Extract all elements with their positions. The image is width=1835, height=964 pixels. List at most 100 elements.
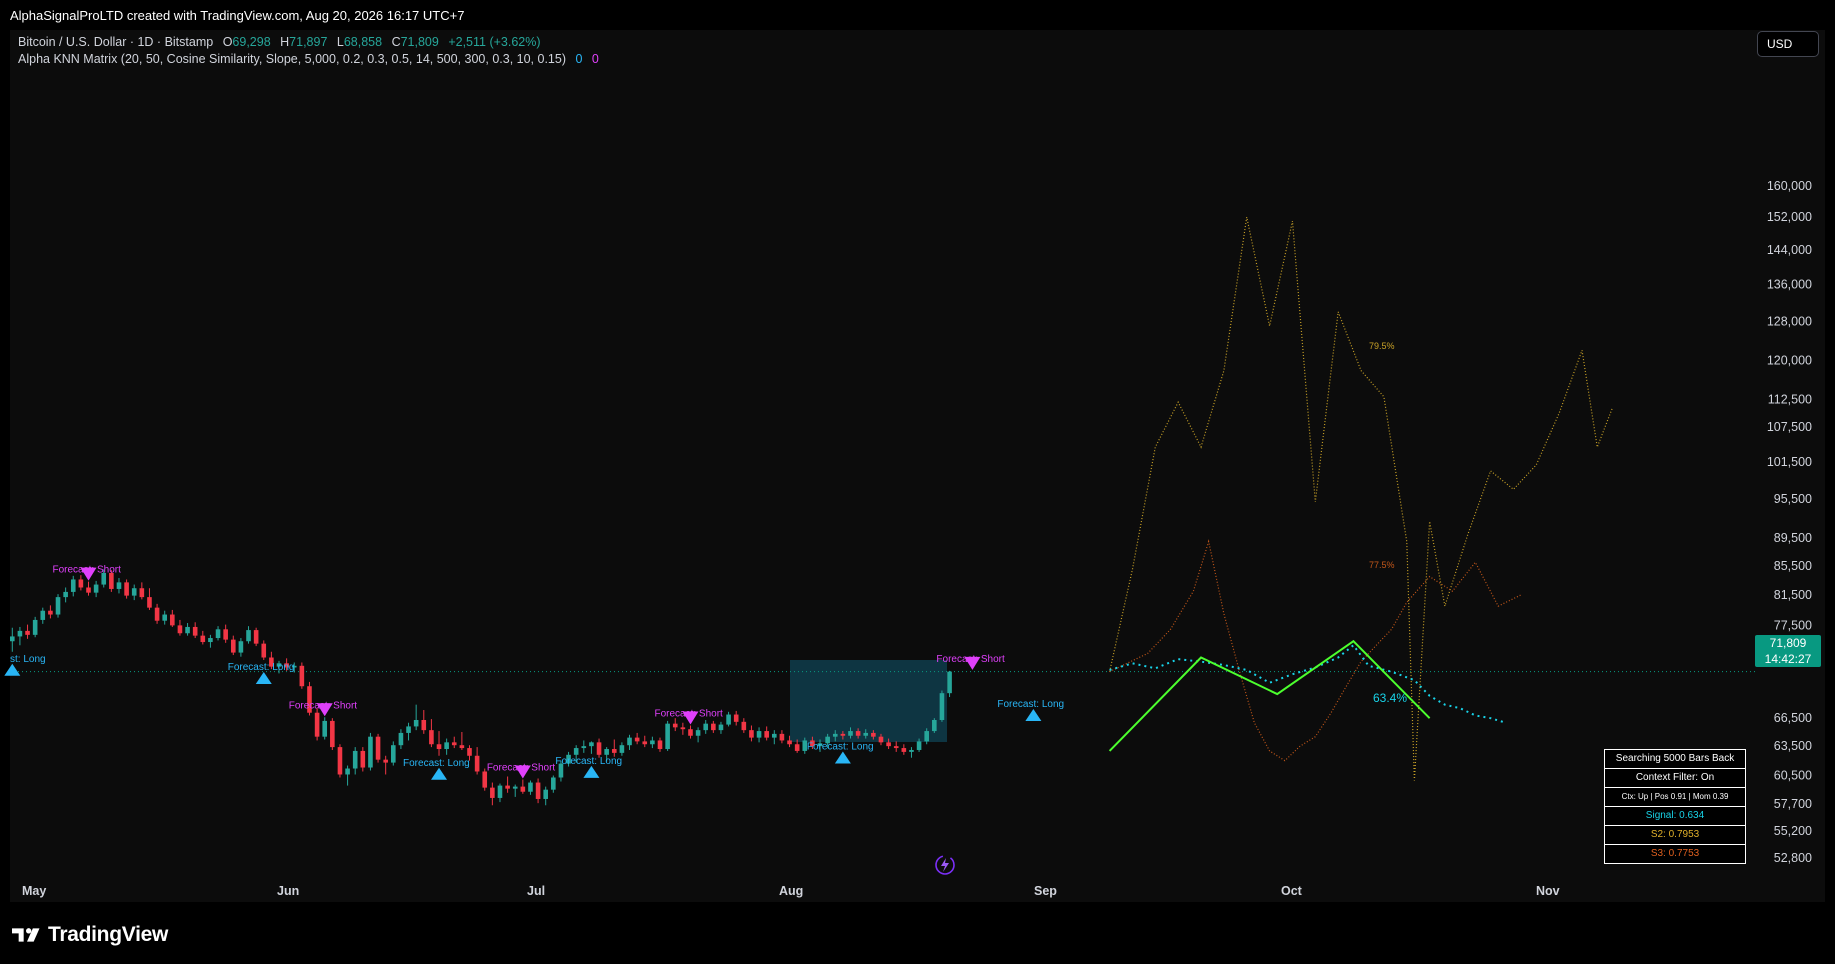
candle-body — [566, 754, 571, 764]
candle-body — [680, 727, 686, 730]
candle-body — [711, 723, 716, 731]
info-signal: Signal: 0.634 — [1605, 807, 1745, 826]
price-axis-tick: 101,500 — [1767, 455, 1812, 469]
candle-body — [512, 786, 518, 789]
info-search-depth: Searching 5000 Bars Back — [1605, 750, 1745, 769]
candle-body — [939, 693, 945, 720]
forecast-short-label: Forecast: Short — [289, 700, 358, 711]
price-axis-tick: 152,000 — [1767, 210, 1812, 224]
forecast-long-marker — [583, 765, 600, 778]
candle-body — [17, 630, 23, 637]
forecast-long-label: st: Long — [10, 654, 46, 665]
forecast-long-label: Forecast: Long — [403, 758, 470, 769]
candle-body — [215, 629, 221, 639]
price-axis-tick: 55,200 — [1774, 824, 1812, 838]
low-value: 68,858 — [343, 35, 383, 49]
info-s2: S2: 0.7953 — [1605, 826, 1745, 845]
forecast-long-label: Forecast: Long — [997, 699, 1064, 710]
candle-body — [779, 733, 785, 741]
close-value: 71,809 — [400, 35, 439, 49]
info-context-stats: Ctx: Up | Pos 0.91 | Mom 0.39 — [1605, 788, 1745, 807]
info-s3: S3: 0.7753 — [1650, 848, 1700, 859]
symbol-name[interactable]: Bitcoin / U.S. Dollar · 1D · Bitstamp — [18, 35, 214, 49]
candle-body — [467, 748, 472, 756]
forecast-zone-box — [790, 660, 947, 742]
candle-body — [63, 591, 68, 598]
time-axis-label: May — [22, 884, 46, 898]
price-axis-tick: 81,500 — [1774, 588, 1812, 602]
price-axis-tick: 160,000 — [1767, 179, 1812, 193]
projection-similarity-line — [1109, 643, 1507, 724]
candle-body — [93, 584, 99, 593]
price-axis-tick: 60,500 — [1774, 768, 1812, 782]
candle-body — [703, 723, 709, 731]
candle-body — [70, 579, 76, 592]
tradingview-logo[interactable]: TradingView — [12, 923, 168, 947]
candle-body — [505, 785, 510, 789]
forecast-short-label: Forecast: Short — [654, 709, 723, 720]
candle-body — [558, 763, 564, 778]
time-axis-label: Jul — [527, 884, 545, 898]
candle-body — [772, 733, 777, 738]
forecast-short-marker — [80, 567, 97, 581]
forecast-long-marker — [255, 671, 272, 684]
forecast-short-label: Forecast: Short — [53, 565, 122, 576]
candle-body — [886, 742, 891, 747]
candle-body — [253, 630, 259, 644]
candle-body — [337, 747, 343, 775]
candle-body — [840, 733, 846, 736]
candle-body — [619, 745, 625, 753]
tradingview-logo-icon — [12, 928, 40, 942]
currency-button[interactable]: USD — [1757, 31, 1819, 57]
candle-body — [581, 746, 587, 749]
chart-panel[interactable] — [10, 30, 1825, 902]
candle-body — [848, 731, 853, 736]
candle-body — [421, 719, 427, 731]
low-label: L — [336, 35, 344, 49]
price-axis-tick: 136,000 — [1767, 278, 1812, 292]
candle-body — [314, 712, 320, 737]
candle-body — [535, 782, 541, 799]
candle-body — [726, 714, 731, 725]
candle-body — [749, 730, 754, 738]
candle-body — [261, 643, 267, 658]
candle-body — [604, 749, 609, 755]
candle-body — [787, 740, 792, 745]
candle-body — [291, 665, 297, 668]
chart-credit: AlphaSignalProLTD created with TradingVi… — [10, 8, 465, 23]
candle-body — [497, 785, 503, 798]
candle-body — [32, 619, 38, 635]
time-axis-label: Sep — [1034, 884, 1057, 898]
candle-body — [543, 789, 548, 799]
lightning-replay-icon[interactable] — [933, 853, 957, 877]
candle-body — [932, 719, 937, 732]
candle-body — [55, 597, 61, 615]
price-axis-tick: 120,000 — [1767, 353, 1812, 367]
candle-body — [642, 741, 648, 745]
candle-body — [589, 742, 594, 747]
price-axis-tick: 85,500 — [1774, 559, 1812, 573]
candle-body — [238, 641, 244, 653]
candle-body — [131, 588, 137, 596]
candle-body — [733, 714, 739, 722]
open-value: 69,298 — [232, 35, 271, 49]
price-axis-tick: 89,500 — [1774, 531, 1812, 545]
candle-body — [375, 736, 381, 760]
forecast-short-marker — [964, 656, 981, 670]
candle-body — [802, 740, 808, 751]
time-axis-label: Aug — [779, 884, 803, 898]
forecast-long-label: Forecast: Long — [807, 742, 874, 753]
candle-body — [230, 639, 236, 653]
price-axis-tick: 77,500 — [1774, 618, 1812, 632]
candle-body — [672, 723, 678, 728]
candle-body — [909, 749, 914, 752]
indicator-name[interactable]: Alpha KNN Matrix (20, 50, Cosine Similar… — [18, 52, 566, 66]
candle-body — [627, 737, 632, 746]
candle-body — [200, 635, 206, 643]
candle-body — [360, 750, 366, 768]
candle-body — [48, 610, 53, 615]
forecast-short-label: Forecast: Short — [936, 654, 1005, 665]
candle-body — [832, 733, 838, 737]
candle-body — [657, 740, 663, 750]
